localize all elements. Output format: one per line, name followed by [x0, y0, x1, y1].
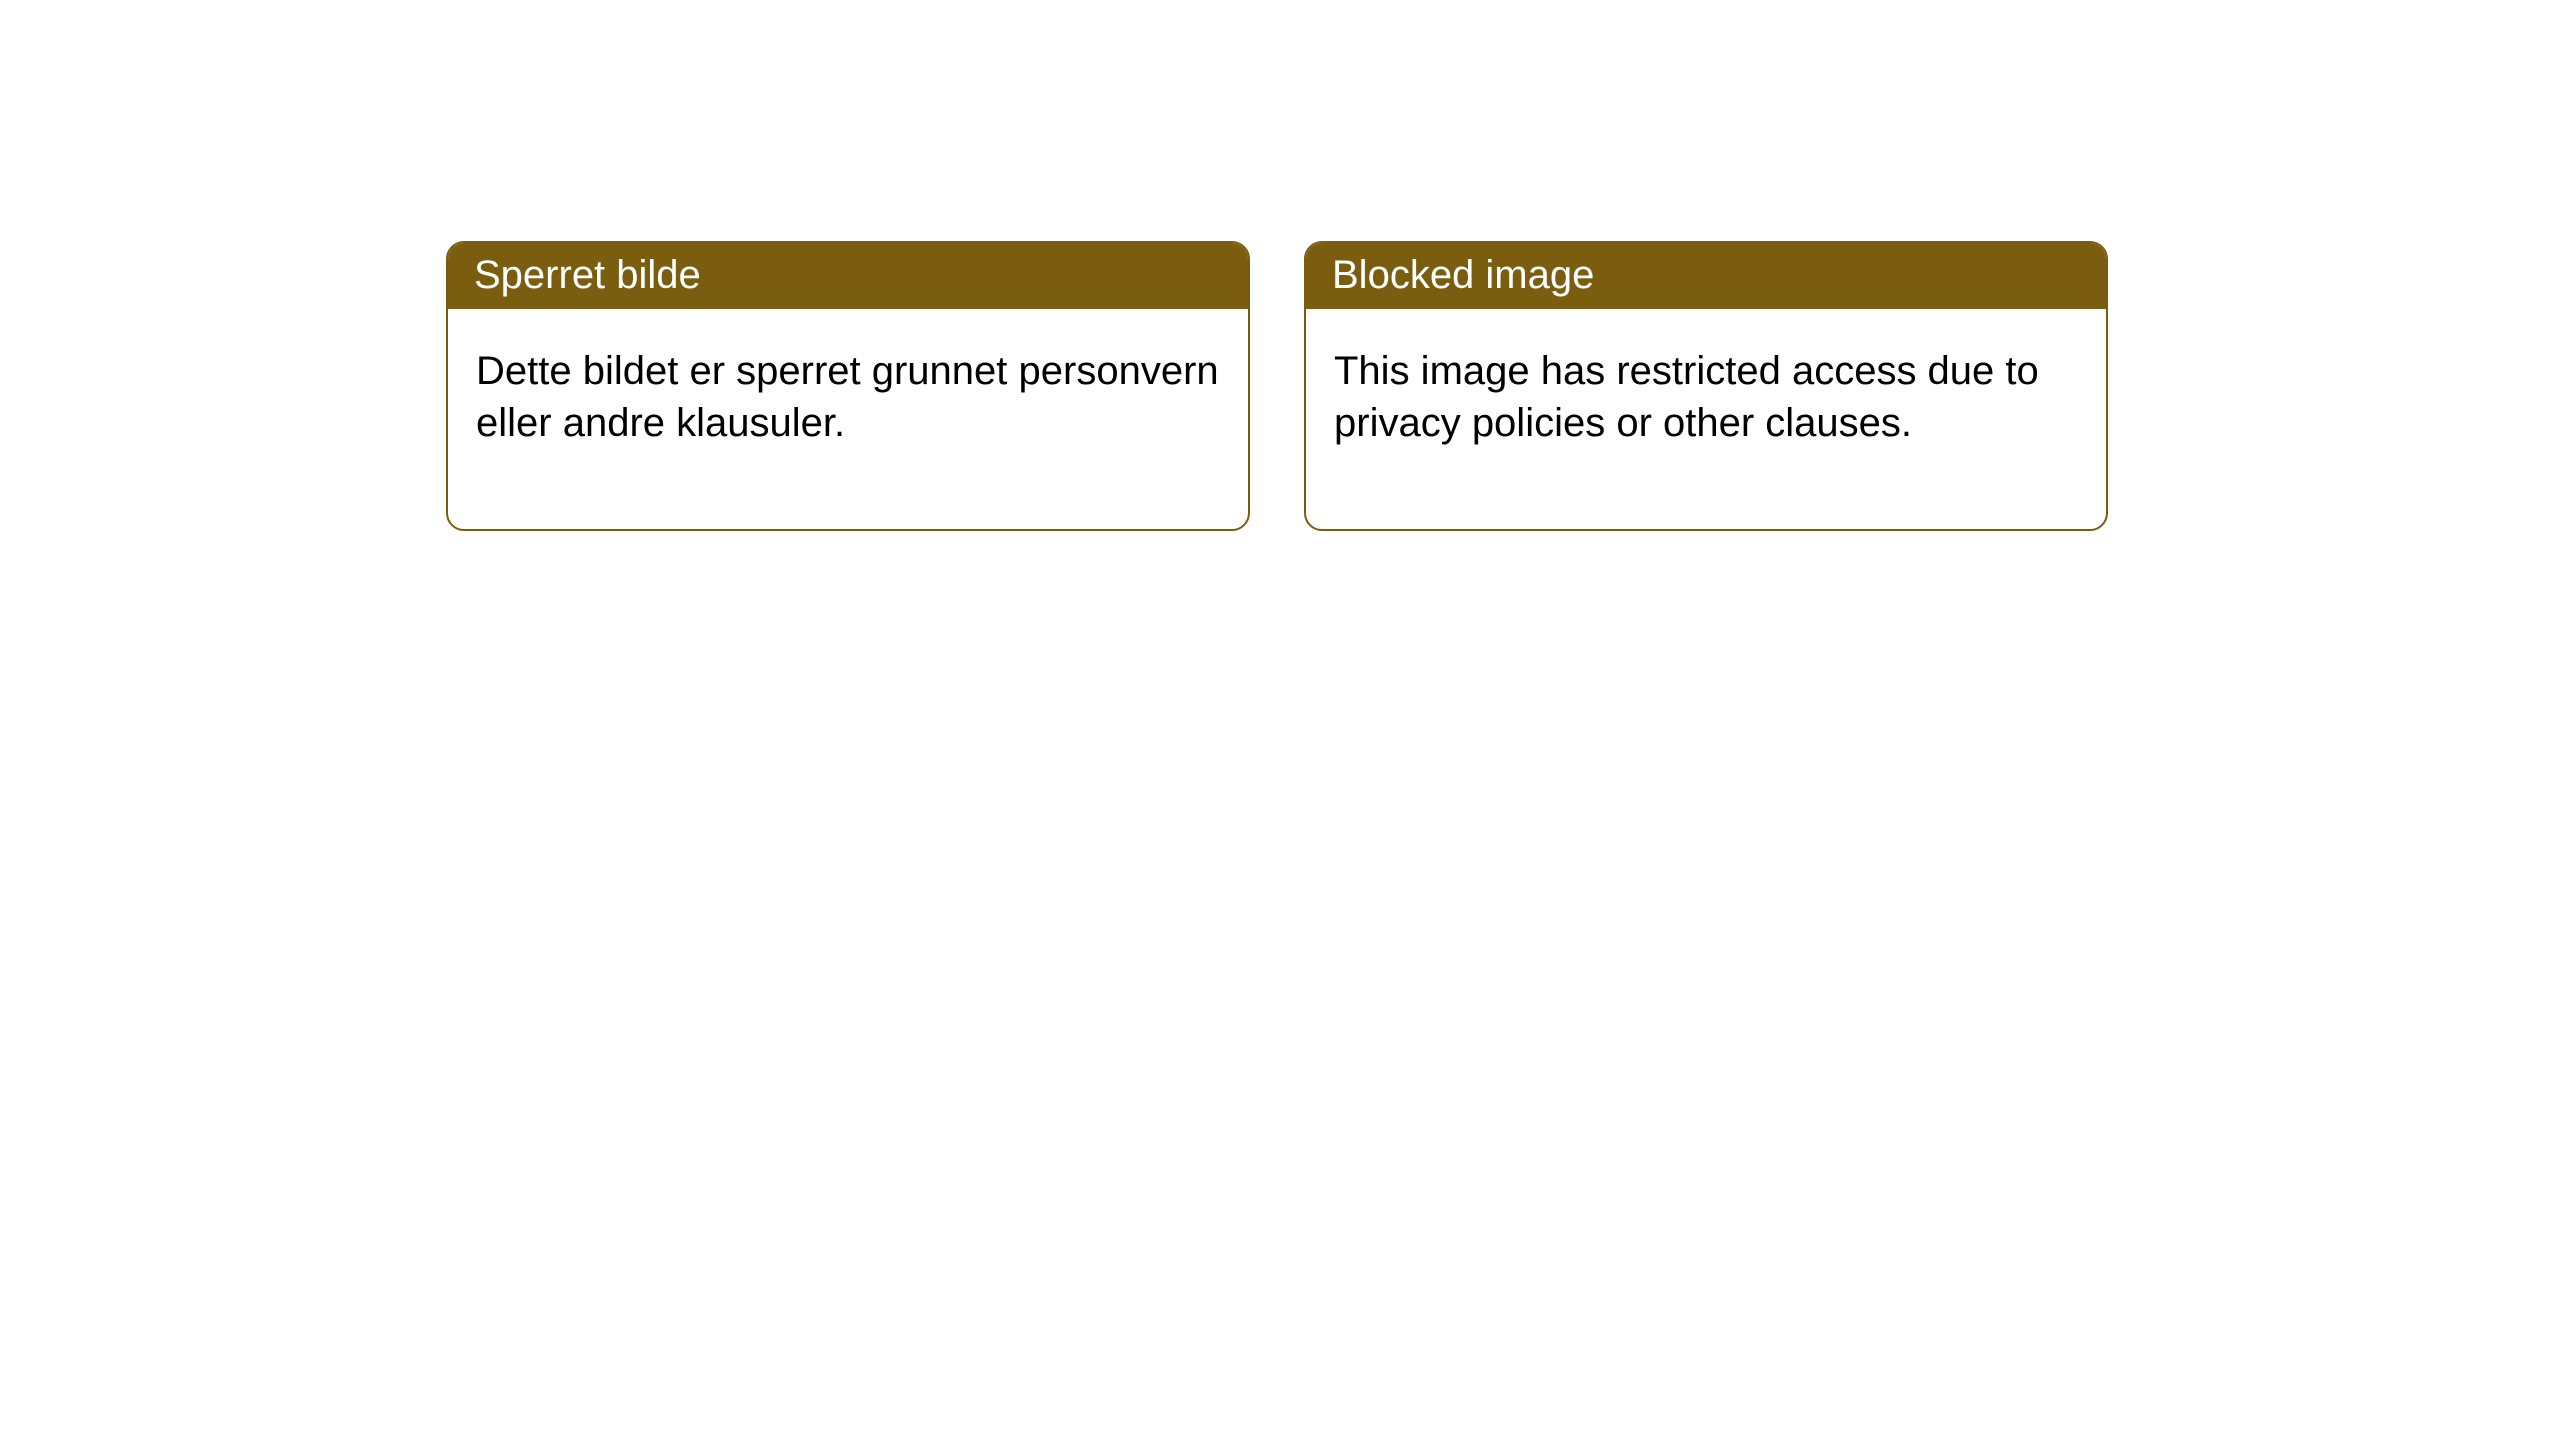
card-header: Sperret bilde [448, 243, 1248, 309]
blocked-image-card-norwegian: Sperret bilde Dette bildet er sperret gr… [446, 241, 1250, 531]
card-title: Sperret bilde [474, 253, 701, 297]
card-body: This image has restricted access due to … [1306, 309, 2106, 529]
card-header: Blocked image [1306, 243, 2106, 309]
card-body-text: This image has restricted access due to … [1334, 349, 2039, 445]
card-title: Blocked image [1332, 253, 1594, 297]
notice-cards-container: Sperret bilde Dette bildet er sperret gr… [0, 0, 2560, 531]
card-body-text: Dette bildet er sperret grunnet personve… [476, 349, 1219, 445]
card-body: Dette bildet er sperret grunnet personve… [448, 309, 1248, 529]
blocked-image-card-english: Blocked image This image has restricted … [1304, 241, 2108, 531]
